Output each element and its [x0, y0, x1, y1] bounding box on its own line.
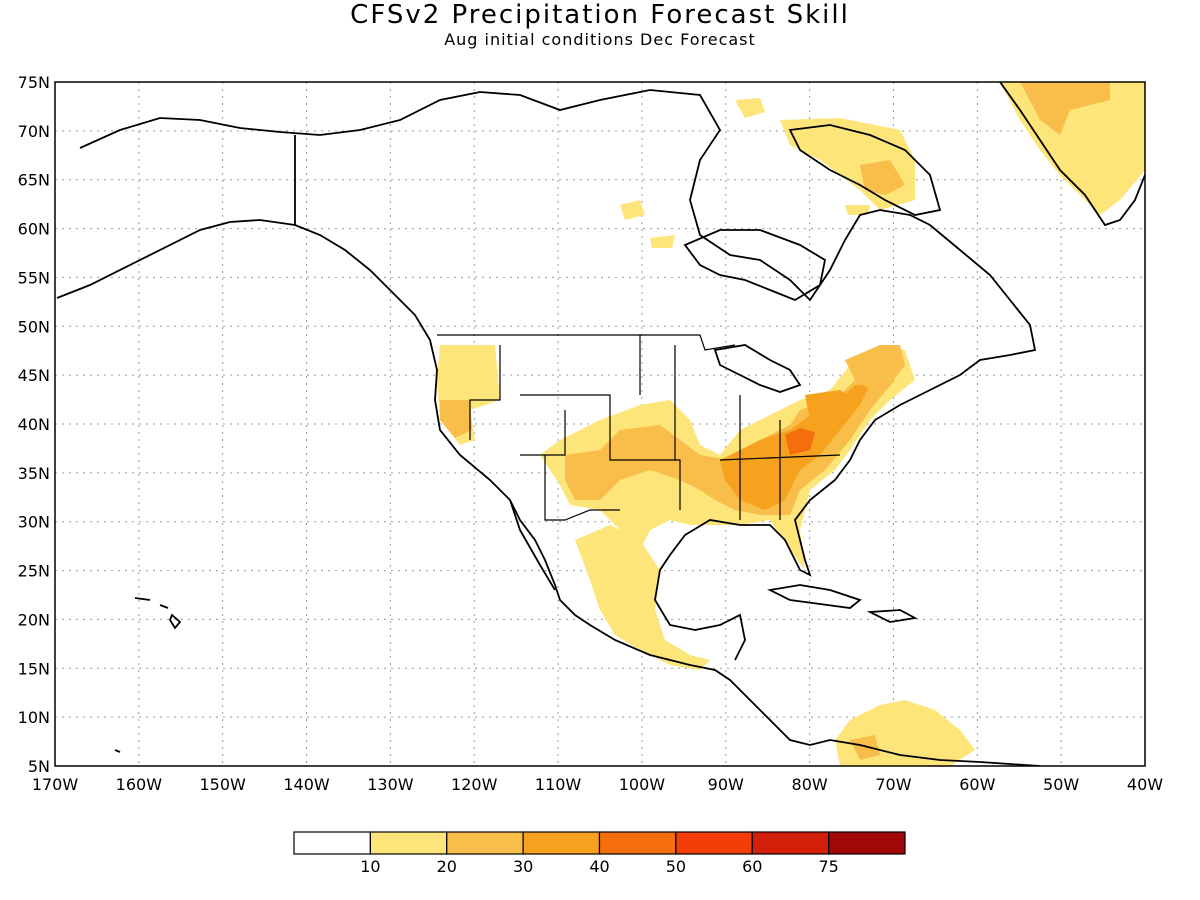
state-border-plains [639, 335, 676, 460]
latitude-label: 45N [18, 366, 50, 385]
colorbar-swatch [369, 831, 448, 855]
colorbar-swatch [293, 831, 371, 855]
latitude-label: 30N [18, 513, 50, 532]
longitude-labels: 170W 160W 150W 140W 130W 120W 110W 100W 90W 80W 70… [32, 775, 1163, 794]
colorbar-label: 40 [589, 857, 609, 876]
colorbar-swatch [598, 831, 677, 855]
colorbar-swatch [522, 831, 601, 855]
latitude-label: 55N [18, 268, 50, 287]
coastlines [56, 82, 1145, 766]
hispaniola [866, 609, 918, 623]
skill-region-california [440, 400, 472, 438]
longitude-label: 160W [116, 775, 163, 794]
skill-region-northeast [845, 345, 905, 390]
latitude-label: 20N [18, 610, 50, 629]
state-border-southeast [719, 395, 841, 520]
colorbar-swatch [828, 831, 906, 855]
atlantic-arctic-coastline [79, 89, 1037, 661]
longitude-label: 100W [619, 775, 666, 794]
longitude-label: 140W [283, 775, 330, 794]
hudson-bay [683, 229, 827, 302]
latitude-label: 40N [18, 415, 50, 434]
longitude-label: 70W [875, 775, 911, 794]
latitude-label: 5N [28, 757, 50, 776]
longitude-label: 110W [535, 775, 582, 794]
skill-region-mexico [575, 525, 710, 670]
great-lakes [713, 344, 802, 393]
longitude-label: 80W [792, 775, 828, 794]
longitude-label: 170W [32, 775, 79, 794]
longitude-label: 150W [200, 775, 247, 794]
colorbar-label: 10 [360, 857, 380, 876]
skill-region-labrador [845, 205, 870, 215]
map-frame [54, 81, 1146, 767]
latitude-labels: 75N 70N 65N 60N 55N 50N 45N 40N 35N 30N 25N 20N 15N 1… [18, 73, 50, 776]
chart-title: CFSv2 Precipitation Forecast Skill [350, 0, 850, 30]
longitude-label: 50W [1043, 775, 1079, 794]
latitude-label: 25N [18, 562, 50, 581]
skill-region-baffin-mid [860, 160, 905, 195]
state-border-west [469, 345, 501, 440]
skill-region-greenland-mid [1020, 82, 1110, 135]
baffin-island [788, 124, 942, 216]
longitude-label: 40W [1127, 775, 1163, 794]
small-island [114, 749, 121, 753]
hawaii [134, 597, 182, 630]
skill-region-canada-1 [620, 200, 645, 220]
colorbar-label: 75 [818, 857, 838, 876]
state-border-southwest [520, 410, 566, 456]
baja-california [509, 499, 556, 591]
longitude-label: 90W [708, 775, 744, 794]
latitude-label: 50N [18, 317, 50, 336]
skill-shading [437, 82, 1145, 766]
us-mexico-border [544, 455, 620, 521]
skill-region-mid-atlantic [805, 390, 855, 430]
skill-region-arctic-1 [735, 98, 765, 118]
colorbar: 10 20 30 40 50 60 75 [293, 831, 906, 876]
us-canada-border [437, 334, 736, 351]
latitude-label: 60N [18, 220, 50, 239]
chart-subtitle: Aug initial conditions Dec Forecast [444, 30, 756, 49]
skill-region-south-america-mid [850, 735, 880, 760]
latitude-label: 15N [18, 659, 50, 678]
latitude-label: 75N [18, 73, 50, 92]
colorbar-label: 30 [513, 857, 533, 876]
us-state-borders [437, 334, 841, 521]
longitude-label: 130W [367, 775, 414, 794]
longitude-label: 60W [959, 775, 995, 794]
colorbar-swatch [675, 831, 753, 855]
colorbar-swatch [751, 831, 830, 855]
latitude-label: 35N [18, 464, 50, 483]
skill-region-appalachian-peak [785, 428, 815, 455]
skill-region-canada-2 [650, 235, 675, 248]
colorbar-swatch [446, 831, 524, 855]
latitude-label: 10N [18, 708, 50, 727]
greenland-coast [999, 82, 1145, 227]
colorbar-label: 20 [437, 857, 457, 876]
pacific-coastline [56, 219, 1041, 766]
colorbar-label: 50 [666, 857, 686, 876]
latitude-label: 65N [18, 171, 50, 190]
skill-region-greenland [1000, 82, 1145, 215]
colorbar-label: 60 [742, 857, 762, 876]
longitude-label: 120W [451, 775, 498, 794]
state-border-central [520, 394, 681, 510]
latitude-label: 70N [18, 122, 50, 141]
cuba [767, 584, 862, 609]
skill-region-us-mid [565, 365, 895, 515]
